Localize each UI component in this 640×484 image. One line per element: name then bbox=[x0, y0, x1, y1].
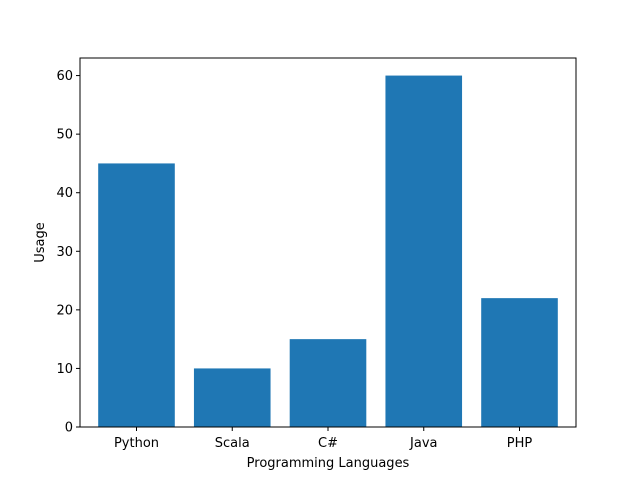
y-tick-label: 10 bbox=[56, 362, 73, 377]
x-axis-label: Programming Languages bbox=[247, 456, 410, 471]
x-tick-label: PHP bbox=[507, 436, 533, 451]
bar-scala bbox=[193, 368, 271, 427]
y-tick-label: 60 bbox=[56, 69, 73, 84]
bars-layer bbox=[98, 75, 558, 428]
x-tick-label: C# bbox=[318, 436, 338, 451]
y-tick-label: 40 bbox=[56, 186, 73, 201]
plot-frame bbox=[79, 57, 577, 428]
x-tick-label: Python bbox=[114, 436, 159, 451]
y-axis: 0 10 20 30 40 50 60 bbox=[56, 69, 80, 436]
bar-php bbox=[481, 298, 558, 427]
x-tick-label: Scala bbox=[215, 436, 250, 451]
y-tick-label: 50 bbox=[56, 128, 73, 143]
y-tick-label: 0 bbox=[65, 421, 73, 436]
y-tick-label: 20 bbox=[56, 303, 73, 318]
y-axis-label: Usage bbox=[33, 222, 48, 263]
y-tick-label: 30 bbox=[56, 245, 73, 260]
x-tick-label: Java bbox=[409, 436, 437, 451]
bar-java bbox=[385, 75, 463, 428]
bar-python bbox=[98, 163, 175, 427]
bar-csharp bbox=[289, 339, 367, 427]
x-axis: Python Scala C# Java PHP bbox=[114, 427, 532, 451]
